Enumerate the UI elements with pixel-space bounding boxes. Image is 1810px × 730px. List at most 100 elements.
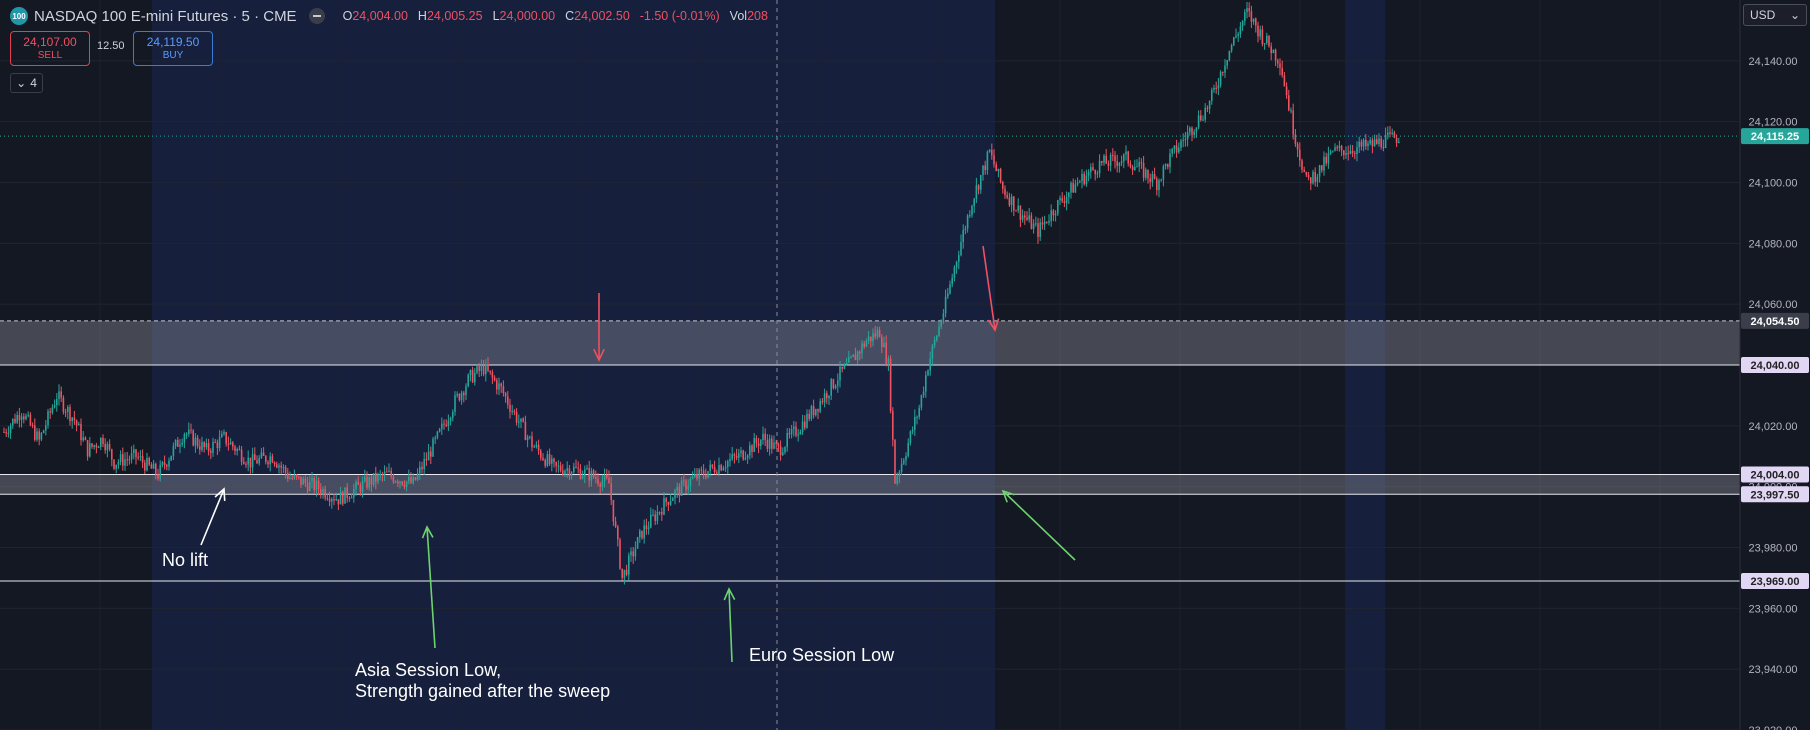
- candle-body: [36, 431, 38, 440]
- candle-body: [383, 471, 386, 476]
- candle-body: [1387, 132, 1389, 135]
- candle-body: [568, 468, 571, 476]
- candle-body: [491, 372, 494, 378]
- candle-body: [254, 454, 256, 461]
- candle-body: [1301, 160, 1303, 170]
- indicators-toggle[interactable]: ⌄ 4: [10, 73, 43, 93]
- candle-body: [45, 425, 47, 431]
- candle-body: [190, 429, 192, 431]
- candle-body: [249, 457, 252, 468]
- symbol-title[interactable]: NASDAQ 100 E-mini Futures · 5 · CME: [34, 7, 297, 25]
- candle-body: [298, 476, 300, 478]
- candle-body: [1195, 127, 1198, 132]
- candle-body: [1171, 148, 1173, 154]
- sell-button[interactable]: 24,107.00 SELL: [10, 31, 90, 66]
- candle-body: [1043, 221, 1046, 225]
- candle-body: [1079, 181, 1081, 183]
- collapse-icon[interactable]: [308, 8, 325, 24]
- candle-body: [1343, 150, 1345, 155]
- candle-body: [575, 466, 577, 468]
- symbol-logo[interactable]: 100: [10, 7, 28, 25]
- candle-body: [315, 480, 318, 491]
- candle-body: [749, 445, 751, 456]
- price-tick-label: 24,080.00: [1749, 238, 1798, 250]
- candle-body: [328, 498, 331, 502]
- candle-body: [476, 366, 478, 373]
- candle-body: [707, 471, 709, 478]
- candle-body: [861, 343, 863, 354]
- candle-body: [548, 454, 551, 464]
- candle-body: [1118, 162, 1121, 166]
- candle-body: [339, 491, 342, 505]
- candle-body: [768, 438, 771, 449]
- candle-body: [518, 421, 520, 423]
- candle-body: [408, 476, 410, 482]
- arrow-rejection-2-head: [987, 318, 1000, 332]
- candle-body: [757, 443, 760, 447]
- candle-body: [317, 480, 320, 490]
- candle-body: [1239, 26, 1242, 35]
- candle-body: [826, 393, 828, 399]
- candle-body: [1233, 37, 1235, 46]
- candle-body: [1063, 201, 1066, 203]
- arrow-no-lift-head: [214, 487, 226, 502]
- candle-body: [344, 487, 346, 504]
- currency-select[interactable]: USD ⌄: [1743, 4, 1807, 26]
- candle-body: [1085, 175, 1088, 185]
- candle-body: [599, 484, 601, 487]
- candle-body: [570, 472, 573, 476]
- level-price-label-bg: [1741, 572, 1809, 589]
- candle-body: [89, 443, 91, 457]
- candle-body: [947, 293, 949, 297]
- candle-body: [1358, 141, 1360, 148]
- candle-body: [1378, 138, 1380, 144]
- candle-body: [1173, 145, 1176, 149]
- currency-value: USD: [1750, 8, 1776, 22]
- candle-body: [969, 215, 971, 217]
- candle-body: [172, 445, 175, 456]
- candle-body: [375, 473, 377, 482]
- candle-body: [463, 392, 465, 396]
- candle-body: [1268, 35, 1270, 47]
- candle-body: [456, 394, 458, 396]
- candle-body: [850, 356, 852, 358]
- candle-body: [606, 474, 608, 478]
- candle-body: [980, 175, 982, 190]
- candle-body: [199, 446, 201, 450]
- candle-body: [397, 481, 399, 484]
- candle-body: [452, 411, 454, 419]
- candle-body: [892, 411, 894, 440]
- candle-body: [260, 452, 263, 458]
- candle-body: [201, 442, 203, 450]
- candle-body: [51, 407, 54, 413]
- candle-body: [784, 447, 786, 453]
- candle-body: [557, 465, 560, 467]
- candle-body: [1340, 145, 1343, 151]
- candle-body: [953, 267, 956, 278]
- candle-body: [454, 395, 456, 412]
- annotation-asia-low-detail: Strength gained after the sweep: [355, 681, 611, 701]
- candle-body: [447, 420, 450, 426]
- candle-body: [524, 421, 527, 441]
- buy-button[interactable]: 24,119.50 BUY: [133, 31, 213, 66]
- candle-body: [667, 502, 670, 505]
- candle-body: [511, 411, 513, 413]
- candle-body: [515, 411, 518, 423]
- candle-body: [23, 416, 25, 420]
- candle-body: [1186, 132, 1189, 140]
- arrow-no-lift: [200, 488, 225, 546]
- candle-body: [489, 370, 491, 373]
- candle-body: [1048, 220, 1050, 223]
- candle-body: [34, 425, 36, 440]
- candle-body: [1052, 210, 1055, 216]
- candle-body: [485, 364, 487, 375]
- buy-label: BUY: [162, 49, 184, 61]
- candle-body: [1032, 223, 1035, 229]
- candle-body: [676, 486, 678, 491]
- candle-body: [1244, 12, 1246, 22]
- candle-body: [496, 380, 498, 390]
- candle-body: [533, 446, 535, 448]
- candle-body: [601, 480, 604, 487]
- candle-body: [412, 477, 414, 483]
